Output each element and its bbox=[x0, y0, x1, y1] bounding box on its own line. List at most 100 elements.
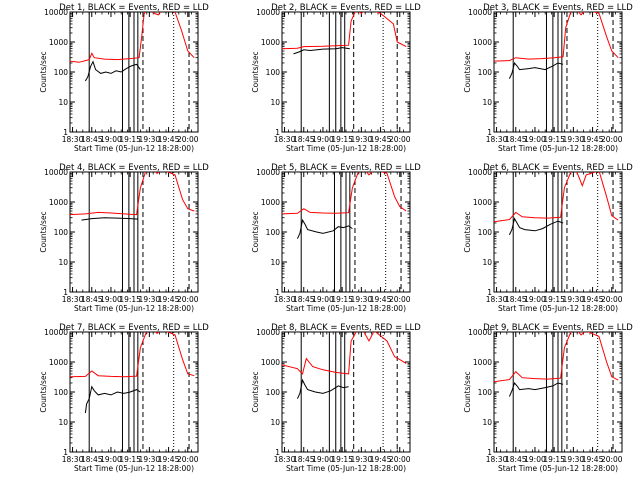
x-tick-label: 19:15 bbox=[119, 135, 141, 144]
x-tick-label: 18:30 bbox=[62, 455, 84, 464]
x-tick-label: 20:00 bbox=[389, 295, 411, 304]
lld-series-line bbox=[494, 172, 619, 223]
x-tick-label: 18:45 bbox=[505, 135, 527, 144]
x-axis-label: Start Time (05-Jun-12 18:28:00) bbox=[286, 464, 406, 473]
lld-series-line bbox=[70, 12, 195, 63]
x-tick-label: 18:45 bbox=[293, 295, 315, 304]
events-series-line bbox=[508, 217, 564, 236]
detector-panel-7: Det 7, BLACK = Events, RED = LLD 1 10 100 10… bbox=[39, 323, 209, 473]
x-tick-label: 19:00 bbox=[312, 455, 334, 464]
detector-panel-2: Det 2, BLACK = Events, RED = LLD 1 10 100 10… bbox=[251, 3, 421, 153]
y-tick-label: 10000 bbox=[468, 8, 492, 17]
x-tick-label: 19:00 bbox=[524, 135, 546, 144]
x-tick-label: 19:45 bbox=[158, 455, 180, 464]
x-tick-label: 18:30 bbox=[274, 455, 296, 464]
x-tick-label: 20:00 bbox=[601, 135, 623, 144]
y-tick-label: 1000 bbox=[49, 38, 68, 47]
detector-panel-9: Det 9, BLACK = Events, RED = LLD 1 10 100 10… bbox=[463, 323, 633, 473]
y-tick-label: 10000 bbox=[468, 328, 492, 337]
x-tick-label: 18:45 bbox=[81, 295, 103, 304]
y-tick-label: 1000 bbox=[473, 358, 492, 367]
y-tick-label: 10000 bbox=[256, 328, 280, 337]
y-tick-label: 1 bbox=[275, 288, 280, 297]
x-tick-label: 20:00 bbox=[177, 295, 199, 304]
y-tick-label: 1 bbox=[63, 128, 68, 137]
x-tick-label: 19:00 bbox=[100, 455, 122, 464]
x-tick-label: 19:30 bbox=[563, 135, 585, 144]
y-tick-label: 100 bbox=[266, 68, 281, 77]
x-axis-label: Start Time (05-Jun-12 18:28:00) bbox=[498, 144, 618, 153]
x-tick-label: 19:45 bbox=[582, 295, 604, 304]
panel-title: Det 5, BLACK = Events, RED = LLD bbox=[271, 163, 421, 173]
y-tick-label: 100 bbox=[54, 388, 69, 397]
y-tick-label: 100 bbox=[266, 228, 281, 237]
y-tick-label: 100 bbox=[478, 388, 493, 397]
detector-panel-8: Det 8, BLACK = Events, RED = LLD 1 10 100 10… bbox=[251, 323, 421, 473]
x-tick-label: 20:00 bbox=[177, 135, 199, 144]
y-tick-label: 1000 bbox=[261, 198, 280, 207]
x-tick-label: 18:30 bbox=[486, 295, 508, 304]
events-series-line bbox=[296, 218, 353, 239]
x-tick-label: 18:45 bbox=[81, 135, 103, 144]
y-axis-label: Counts/sec bbox=[463, 51, 472, 92]
y-tick-label: 10000 bbox=[44, 8, 68, 17]
events-series-line bbox=[81, 217, 138, 221]
x-tick-label: 19:30 bbox=[351, 295, 373, 304]
x-tick-label: 19:15 bbox=[331, 455, 353, 464]
y-axis-label: Counts/sec bbox=[251, 51, 260, 92]
y-axis-label: Counts/sec bbox=[39, 211, 48, 252]
x-tick-label: 19:00 bbox=[100, 295, 122, 304]
x-axis-label: Start Time (05-Jun-12 18:28:00) bbox=[286, 304, 406, 313]
y-tick-label: 100 bbox=[54, 228, 69, 237]
x-tick-label: 19:00 bbox=[312, 135, 334, 144]
y-tick-label: 1 bbox=[487, 128, 492, 137]
panel-title: Det 7, BLACK = Events, RED = LLD bbox=[59, 323, 209, 333]
y-tick-label: 10 bbox=[482, 258, 492, 267]
y-tick-label: 10000 bbox=[256, 168, 280, 177]
y-tick-label: 10 bbox=[58, 98, 68, 107]
lld-series-line bbox=[282, 12, 407, 50]
y-tick-label: 1000 bbox=[261, 38, 280, 47]
x-tick-label: 20:00 bbox=[601, 295, 623, 304]
x-tick-label: 19:30 bbox=[139, 295, 161, 304]
x-tick-label: 20:00 bbox=[177, 455, 199, 464]
x-tick-label: 19:15 bbox=[119, 295, 141, 304]
x-tick-label: 19:45 bbox=[582, 455, 604, 464]
panel-title: Det 6, BLACK = Events, RED = LLD bbox=[483, 163, 633, 173]
lld-series-line bbox=[282, 172, 407, 215]
y-tick-label: 100 bbox=[478, 228, 493, 237]
y-tick-label: 10000 bbox=[256, 8, 280, 17]
x-tick-label: 19:15 bbox=[543, 295, 565, 304]
y-tick-label: 1 bbox=[63, 448, 68, 457]
x-tick-label: 18:30 bbox=[486, 455, 508, 464]
x-tick-label: 19:30 bbox=[563, 295, 585, 304]
x-tick-label: 18:30 bbox=[274, 295, 296, 304]
x-tick-label: 19:15 bbox=[119, 455, 141, 464]
detector-panel-6: Det 6, BLACK = Events, RED = LLD 1 10 100 10… bbox=[463, 163, 633, 313]
events-series-line bbox=[508, 61, 564, 79]
y-tick-label: 10000 bbox=[44, 168, 68, 177]
y-tick-label: 1000 bbox=[261, 358, 280, 367]
x-tick-label: 19:45 bbox=[370, 135, 392, 144]
x-tick-label: 20:00 bbox=[389, 135, 411, 144]
x-tick-label: 19:45 bbox=[158, 135, 180, 144]
x-tick-label: 19:00 bbox=[312, 295, 334, 304]
x-tick-label: 18:45 bbox=[293, 135, 315, 144]
y-tick-label: 1 bbox=[487, 288, 492, 297]
x-tick-label: 19:30 bbox=[563, 455, 585, 464]
x-tick-label: 18:45 bbox=[293, 455, 315, 464]
y-tick-label: 1000 bbox=[473, 38, 492, 47]
x-tick-label: 18:45 bbox=[81, 455, 103, 464]
x-tick-label: 19:00 bbox=[524, 455, 546, 464]
events-series-line bbox=[84, 60, 141, 82]
x-tick-label: 20:00 bbox=[389, 455, 411, 464]
events-series-line bbox=[84, 385, 141, 414]
detector-panel-4: Det 4, BLACK = Events, RED = LLD 1 10 100 10… bbox=[39, 163, 209, 313]
y-tick-label: 1000 bbox=[473, 198, 492, 207]
x-tick-label: 19:30 bbox=[139, 135, 161, 144]
panel-title: Det 8, BLACK = Events, RED = LLD bbox=[271, 323, 421, 333]
y-tick-label: 1 bbox=[275, 128, 280, 137]
y-axis-label: Counts/sec bbox=[463, 371, 472, 412]
y-tick-label: 10 bbox=[482, 98, 492, 107]
x-tick-label: 19:30 bbox=[139, 455, 161, 464]
